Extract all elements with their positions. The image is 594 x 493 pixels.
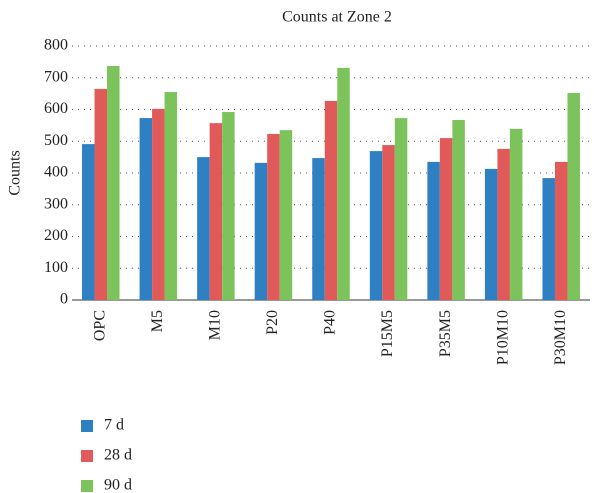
bar [152, 108, 165, 301]
y-tick-label: 800 [44, 37, 68, 54]
bar [497, 148, 510, 300]
y-tick-label: 400 [44, 164, 68, 181]
bar [542, 178, 555, 300]
bar [222, 112, 235, 300]
bar [82, 144, 95, 300]
legend-label: 7 d [104, 417, 124, 434]
bar [139, 118, 153, 300]
y-tick-label: 0 [60, 291, 68, 308]
y-tick-label: 600 [44, 100, 68, 117]
bar [254, 162, 268, 300]
x-tick-label: P40 [322, 310, 339, 335]
bar [209, 123, 223, 300]
bar [369, 151, 383, 300]
bar [394, 118, 408, 300]
bar [267, 133, 280, 300]
legend-label: 28 d [104, 447, 132, 464]
legend-swatch [81, 450, 93, 462]
bar [439, 138, 453, 300]
bar [107, 66, 120, 300]
bar [279, 130, 293, 300]
x-tick-label: P15M5 [379, 310, 396, 357]
y-axis-label: Counts [7, 150, 24, 195]
bar [567, 92, 580, 301]
bar [312, 158, 325, 300]
bar [197, 157, 210, 300]
y-tick-label: 500 [44, 132, 68, 149]
y-tick-label: 100 [44, 259, 68, 276]
legend-swatch [81, 420, 93, 432]
chart-title: Counts at Zone 2 [282, 9, 392, 26]
bar [94, 88, 108, 300]
bar [554, 161, 568, 300]
bar [337, 67, 350, 300]
y-tick-label: 200 [44, 227, 68, 244]
x-tick-label: P20 [264, 310, 281, 335]
bar [484, 168, 498, 300]
bar [452, 119, 465, 300]
bar [164, 92, 178, 300]
x-tick-label: P10M10 [494, 310, 511, 365]
x-tick-label: OPC [91, 310, 108, 341]
legend-label: 90 d [104, 477, 132, 493]
bar [382, 145, 395, 300]
x-tick-label: P30M10 [552, 310, 569, 365]
x-tick-label: M5 [149, 310, 166, 332]
bar [324, 100, 338, 301]
bar [509, 128, 523, 300]
legend-swatch [81, 480, 93, 492]
bar [427, 161, 440, 300]
y-tick-label: 300 [44, 195, 68, 212]
x-tick-label: P35M5 [437, 310, 454, 357]
y-tick-label: 700 [44, 68, 68, 85]
x-tick-label: M10 [207, 310, 224, 340]
